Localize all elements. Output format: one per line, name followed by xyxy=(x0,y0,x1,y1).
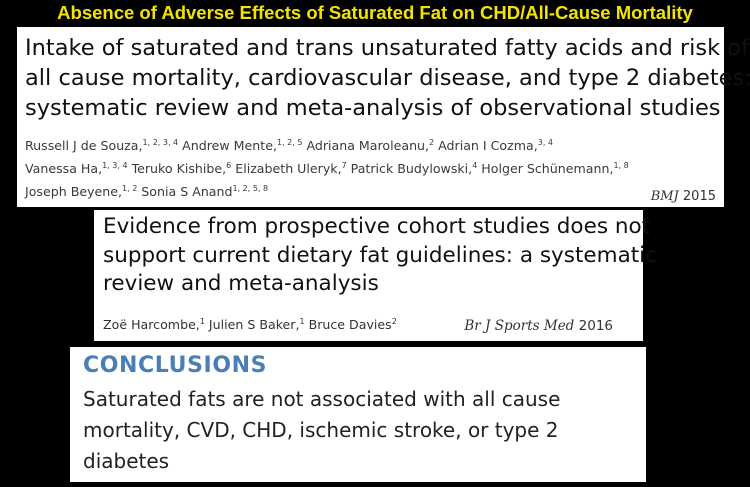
article-2-title-line: Evidence from prospective cohort studies… xyxy=(103,214,651,239)
author-name: Andrew Mente, xyxy=(178,138,277,154)
article-1-card: Intake of saturated and trans unsaturate… xyxy=(17,27,750,207)
conclusions-text-line: mortality, CVD, CHD, ischemic stroke, or… xyxy=(83,418,559,442)
author-affiliation: 3, 4 xyxy=(537,138,553,147)
author-affiliation: 7 xyxy=(341,161,347,171)
author-name: Elizabeth Uleryk, xyxy=(231,161,342,177)
article-1-citation: BMJ 2015 xyxy=(651,189,716,204)
article-2-title: Evidence from prospective cohort studies… xyxy=(103,213,657,299)
slide-title: Absence of Adverse Effects of Saturated … xyxy=(57,2,693,23)
author-affiliation: 1 xyxy=(299,316,305,326)
author-name: Russell J de Souza, xyxy=(25,138,143,154)
author-line: Joseph Beyene,1, 2 Sonia S Anand1, 2, 5,… xyxy=(25,179,724,202)
author-affiliation: 2 xyxy=(391,316,397,326)
author-name: Holger Schünemann, xyxy=(477,161,614,177)
author-name: Adrian I Cozma, xyxy=(434,138,538,154)
author-affiliation: 1, 3, 4 xyxy=(102,161,128,171)
article-2-citation: Br J Sports Med 2016 xyxy=(464,318,613,334)
article-1-title-line: Intake of saturated and trans unsaturate… xyxy=(25,35,749,61)
author-name: Adriana Maroleanu, xyxy=(302,138,430,154)
article-1-title-line: systematic review and meta-analysis of o… xyxy=(25,95,721,121)
article-2-title-line: support current dietary fat guidelines: … xyxy=(103,242,657,268)
journal-year: 2015 xyxy=(682,189,716,204)
author-name: Patrick Budylowski, xyxy=(346,161,473,177)
author-line: Russell J de Souza,1, 2, 3, 4 Andrew Men… xyxy=(25,133,724,156)
author-line: Vanessa Ha,1, 3, 4 Teruko Kishibe,6 Eliz… xyxy=(25,156,724,179)
author-affiliation: 6 xyxy=(226,161,232,171)
author-name: Joseph Beyene, xyxy=(25,184,123,200)
conclusions-heading: CONCLUSIONS xyxy=(83,353,268,378)
author-affiliation: 4 xyxy=(472,161,478,171)
journal-year: 2016 xyxy=(578,318,613,334)
author-name: Zoë Harcombe, xyxy=(103,316,200,332)
author-affiliation: 1, 8 xyxy=(613,161,629,171)
article-1-authors: Russell J de Souza,1, 2, 3, 4 Andrew Men… xyxy=(25,133,724,203)
article-1-title: Intake of saturated and trans unsaturate… xyxy=(25,33,750,123)
author-affiliation: 2 xyxy=(429,138,435,147)
author-affiliation: 1, 2, 3, 4 xyxy=(142,138,179,147)
author-name: Sonia S Anand xyxy=(137,184,233,200)
author-name: Julien S Baker, xyxy=(204,316,300,332)
author-name: Vanessa Ha, xyxy=(25,161,103,177)
author-name: Bruce Davies xyxy=(304,316,392,332)
author-affiliation: 1, 2, 5 xyxy=(276,138,303,147)
author-affiliation: 1, 2, 5, 8 xyxy=(232,184,269,194)
journal-name: Br J Sports Med xyxy=(464,318,575,334)
author-affiliation: 1, 2 xyxy=(122,184,138,194)
author-affiliation: 1 xyxy=(199,316,205,326)
conclusions-text-line: Saturated fats are not associated with a… xyxy=(83,387,561,411)
author-name: Teruko Kishibe, xyxy=(127,161,227,177)
article-2-card: Evidence from prospective cohort studies… xyxy=(94,210,657,341)
conclusions-text-line: diabetes xyxy=(83,449,170,473)
article-2-authors: Zoë Harcombe,1 Julien S Baker,1 Bruce Da… xyxy=(103,313,643,334)
conclusions-text: Saturated fats are not associated with a… xyxy=(83,384,646,477)
conclusions-card: CONCLUSIONS Saturated fats are not assoc… xyxy=(70,347,646,482)
article-2-title-line: review and meta-analysis xyxy=(103,271,379,296)
article-1-title-line: all cause mortality, cardiovascular dise… xyxy=(25,65,750,91)
journal-name: BMJ xyxy=(650,189,679,204)
